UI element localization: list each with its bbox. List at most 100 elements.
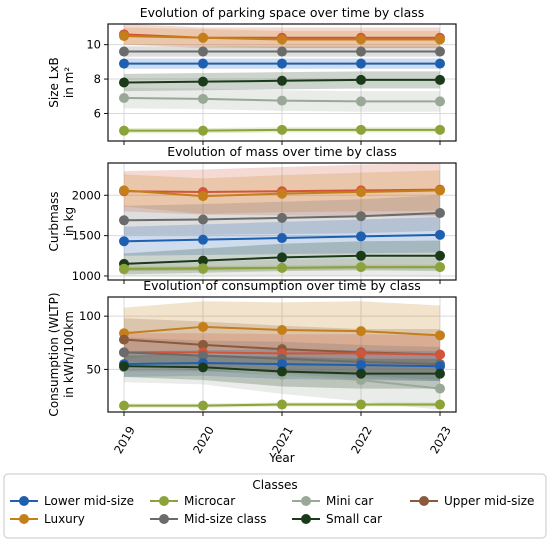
y-tick-label: 1000 [72,269,101,283]
legend-swatch-marker [19,514,29,524]
data-point [356,74,366,85]
data-point [119,215,129,226]
data-point [198,350,208,361]
y-tick-label: 50 [86,362,101,376]
data-point [198,362,208,373]
data-point [119,400,129,411]
data-point [435,229,445,240]
y-tick-label: 10 [86,38,101,52]
chart-title: Evolution of parking space over time by … [140,5,425,20]
data-point [435,58,445,69]
chart-title: Evolution of mass over time by class [167,144,397,159]
x-tick-label: 2022 [348,424,375,456]
data-point [198,58,208,69]
data-point [435,185,445,196]
data-point [277,212,287,223]
legend-swatch-marker [419,496,429,506]
x-tick-label: 2020 [190,424,217,456]
data-point [356,326,366,337]
data-point [435,96,445,107]
legend-title: Classes [252,478,297,492]
data-point [435,250,445,261]
y-tick-label: 8 [94,72,101,86]
data-point [356,211,366,222]
legend-label: Lower mid-size [44,494,134,508]
data-point [356,360,366,371]
data-point [435,262,445,273]
legend-item-upper-mid-size: Upper mid-size [410,494,534,508]
data-point [277,58,287,69]
legend-label: Small car [326,512,382,526]
data-point [356,231,366,242]
data-point [277,399,287,410]
legend-label: Mid-size class [184,512,267,526]
data-point [435,349,445,360]
legend-swatch-marker [19,496,29,506]
data-point [356,187,366,198]
data-point [356,399,366,410]
data-point [435,74,445,85]
data-point [435,361,445,372]
data-point [198,400,208,411]
data-point [119,31,129,42]
data-point [277,188,287,199]
data-point [356,46,366,57]
data-point [435,34,445,45]
legend-box [3,473,547,539]
data-point [198,125,208,136]
data-point [435,330,445,341]
x-tick-label: 2019 [111,424,138,456]
legend-item-mid-size-class: Mid-size class [150,512,267,526]
data-point [356,34,366,45]
data-point [198,46,208,57]
data-point [435,208,445,219]
data-point [119,92,129,103]
data-point [119,125,129,136]
data-point [198,263,208,274]
x-axis-label: Year [268,451,294,465]
legend-swatch-marker [159,514,169,524]
chart-panel-3: 50 100 Evolution of consumption over time … [47,278,457,417]
legend: Classes Lower mid-size Microcar Mini car Upp… [3,473,547,539]
chart-panel-2: 1000 1500 2000 Evolution of mass over time … [47,144,457,284]
legend-swatch-marker [301,496,311,506]
data-point [277,262,287,273]
data-point [119,58,129,69]
data-point [198,191,208,202]
data-point [435,383,445,394]
data-point [356,262,366,273]
data-point [119,361,129,372]
data-point [356,368,366,379]
data-point [277,34,287,45]
data-point [198,214,208,225]
data-point [198,93,208,104]
data-point [198,255,208,266]
chart-title: Evolution of consumption over time by cl… [143,278,421,293]
data-point [119,236,129,247]
data-point [356,96,366,107]
data-point [119,334,129,345]
legend-item-lower-mid-size: Lower mid-size [10,494,134,508]
legend-swatch-marker [159,496,169,506]
data-point [435,368,445,379]
legend-item-small-car: Small car [292,512,382,526]
chart-panel-1: 6 8 10 Evolution of parking space over time… [47,5,457,145]
legend-label: Upper mid-size [444,494,534,508]
data-point [277,366,287,377]
y-tick-label: 100 [79,309,101,323]
data-point [356,124,366,135]
data-point [356,250,366,261]
y-axis-label: Curbmassin kg [47,191,76,251]
data-point [119,185,129,196]
legend-label: Microcar [184,494,235,508]
data-point [119,347,129,358]
legend-swatch-marker [301,514,311,524]
data-point [277,359,287,370]
legend-item-microcar: Microcar [150,494,235,508]
legend-item-mini-car: Mini car [292,494,373,508]
data-point [198,234,208,245]
data-point [435,124,445,135]
data-point [435,399,445,410]
data-point [119,263,129,274]
